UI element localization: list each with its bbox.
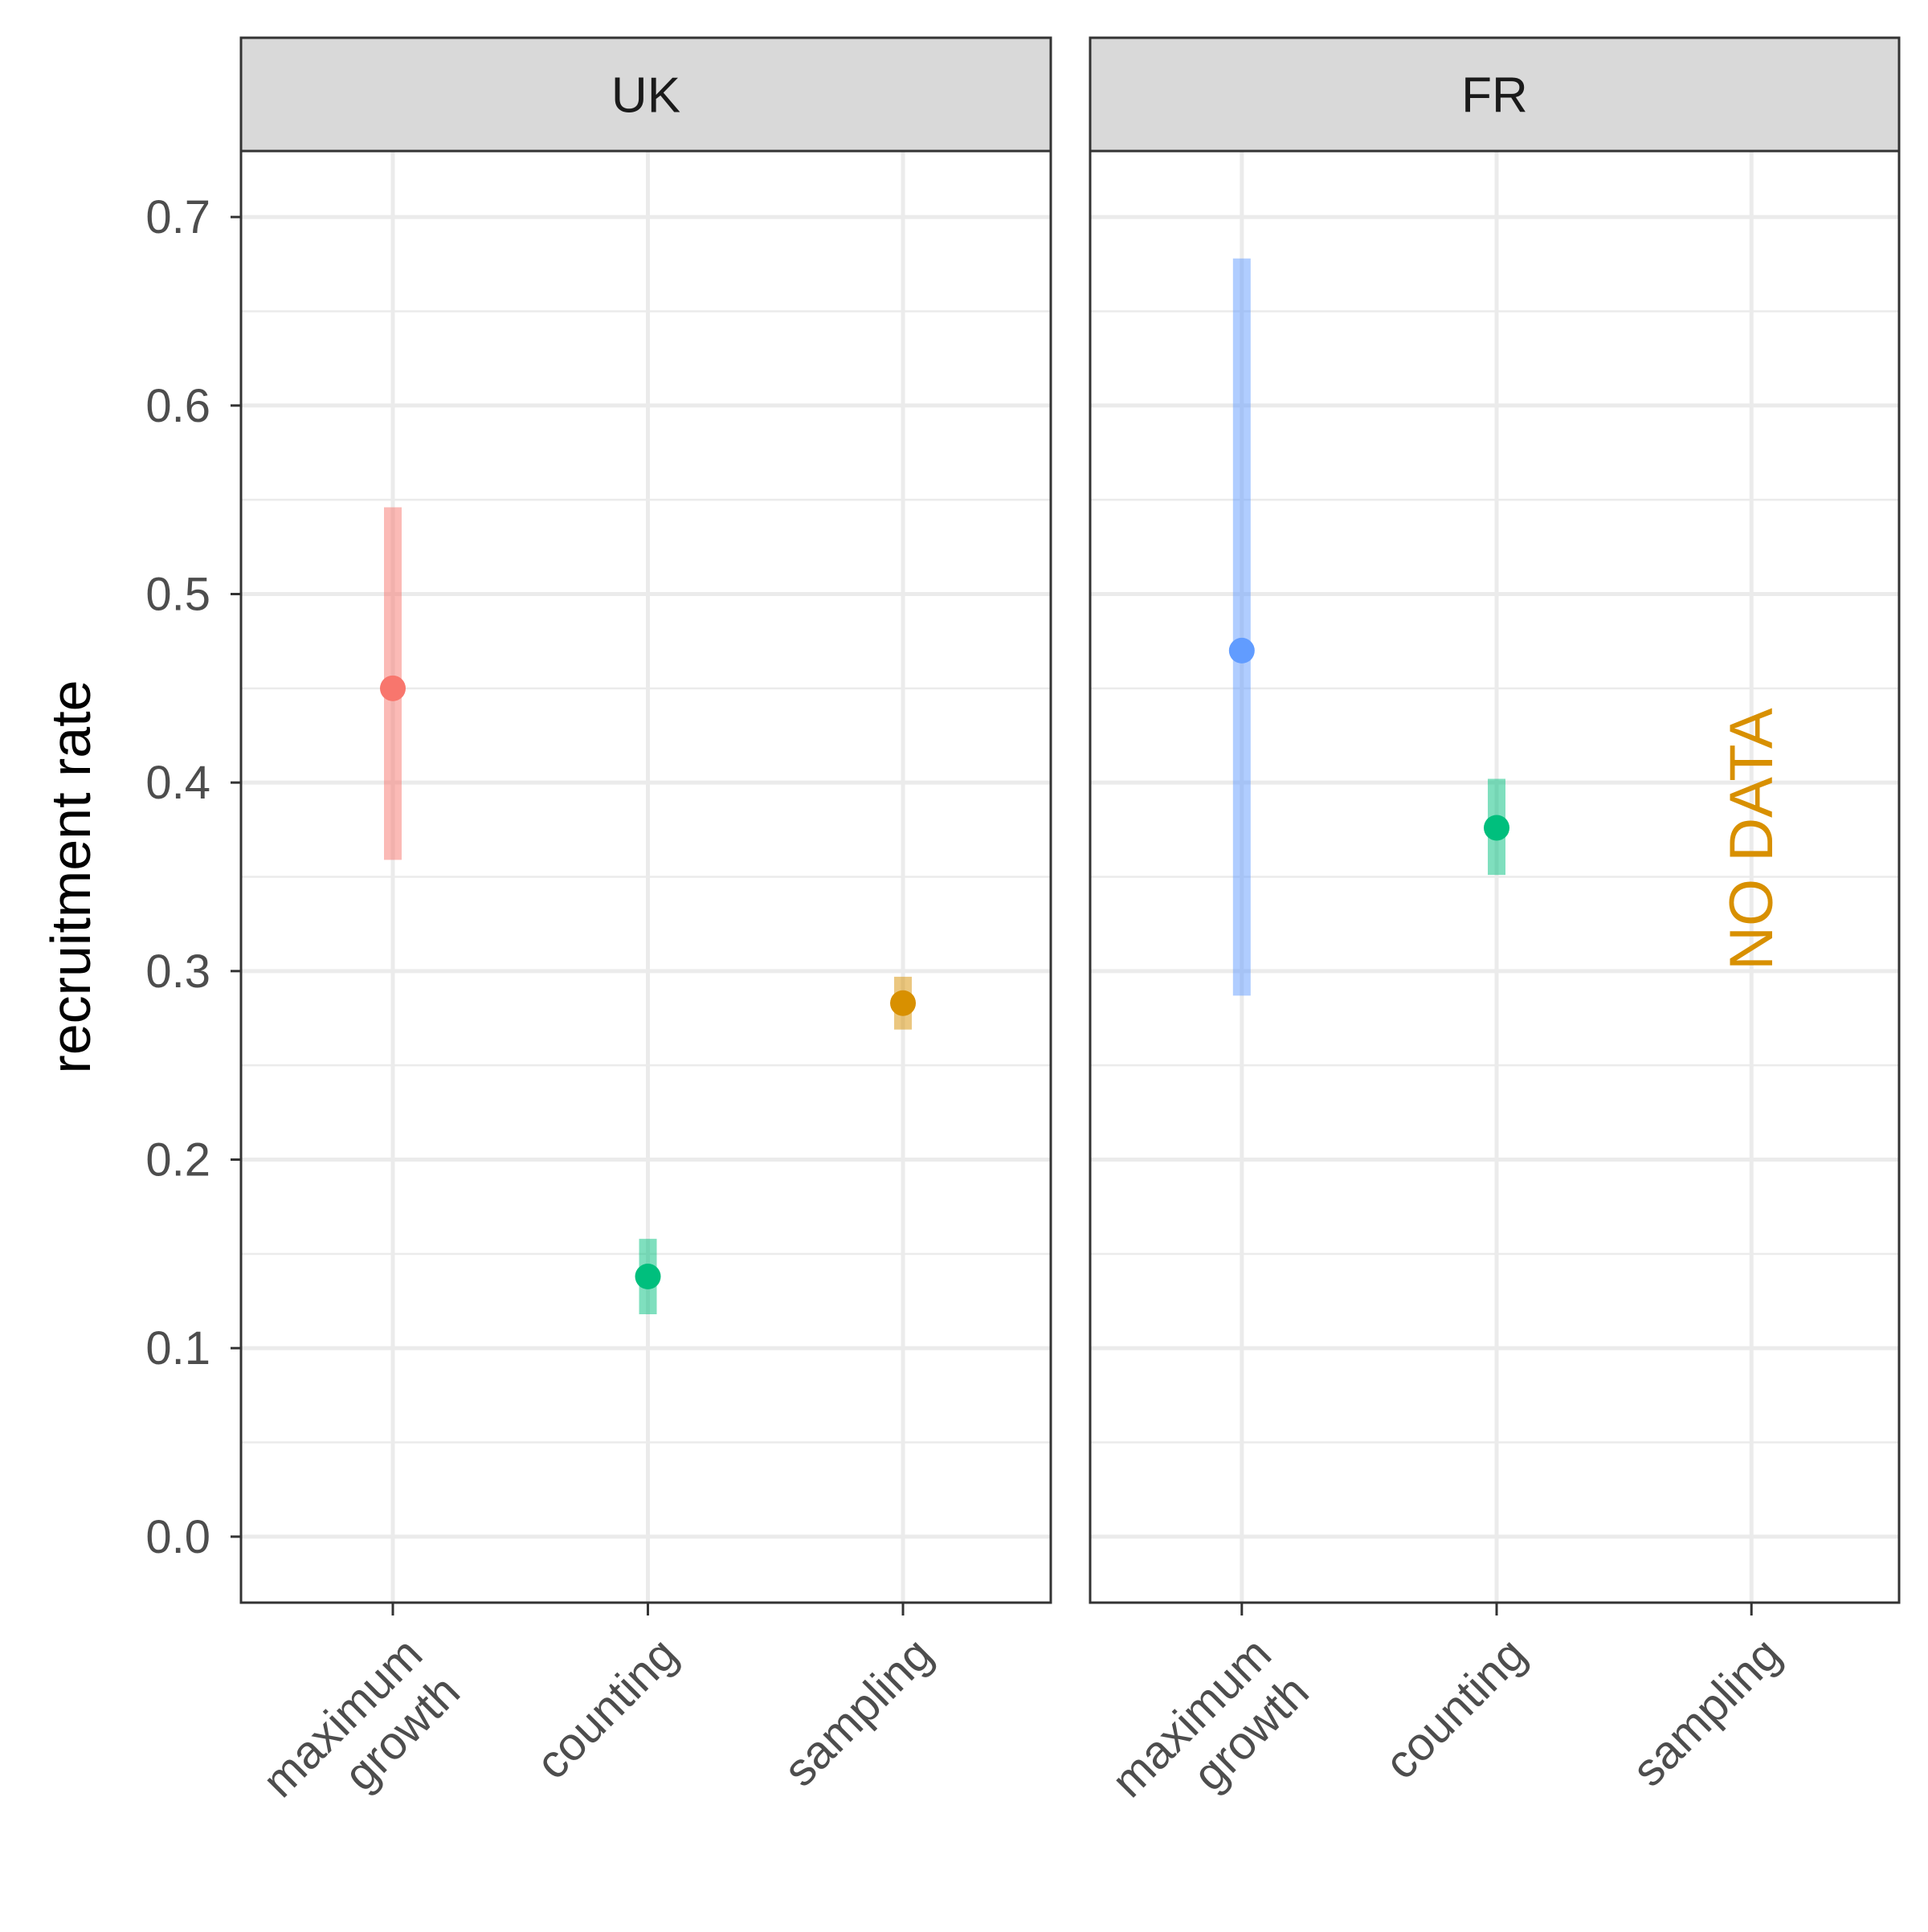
x-tick-label-line: counting — [1375, 1628, 1536, 1789]
data-point — [890, 990, 917, 1016]
x-tick-label: counting — [526, 1628, 688, 1789]
x-tick-label: maximumgrowth — [1101, 1628, 1318, 1844]
strip-background — [1089, 36, 1901, 153]
y-tick-label: 0.6 — [145, 380, 210, 432]
y-tick-label: 0.3 — [145, 946, 210, 998]
x-tick-label: counting — [1375, 1628, 1536, 1789]
x-tick-label-line: sampling — [1622, 1628, 1791, 1796]
data-point — [380, 675, 406, 701]
strip-title: UK — [611, 68, 680, 124]
strip-title: FR — [1461, 68, 1528, 124]
y-tick-label: 0.1 — [145, 1322, 210, 1374]
data-point — [1484, 815, 1510, 841]
x-tick-label: maximumgrowth — [253, 1628, 470, 1844]
y-tick-label: 0.2 — [145, 1134, 210, 1187]
data-point — [1228, 637, 1255, 664]
x-tick-label: sampling — [774, 1628, 942, 1796]
y-tick-label: 0.0 — [145, 1511, 210, 1563]
x-tick-label-line: counting — [526, 1628, 688, 1789]
x-tick-label: sampling — [1622, 1628, 1791, 1796]
strip-background — [239, 36, 1052, 153]
y-axis-title: recruitment rate — [39, 680, 102, 1073]
y-tick-label: 0.7 — [145, 191, 210, 243]
data-point — [635, 1264, 661, 1290]
no-data-annotation: NO DATA — [1718, 708, 1786, 970]
y-tick-label: 0.5 — [145, 568, 210, 620]
x-tick-label-line: sampling — [774, 1628, 942, 1796]
y-tick-label: 0.4 — [145, 757, 210, 809]
